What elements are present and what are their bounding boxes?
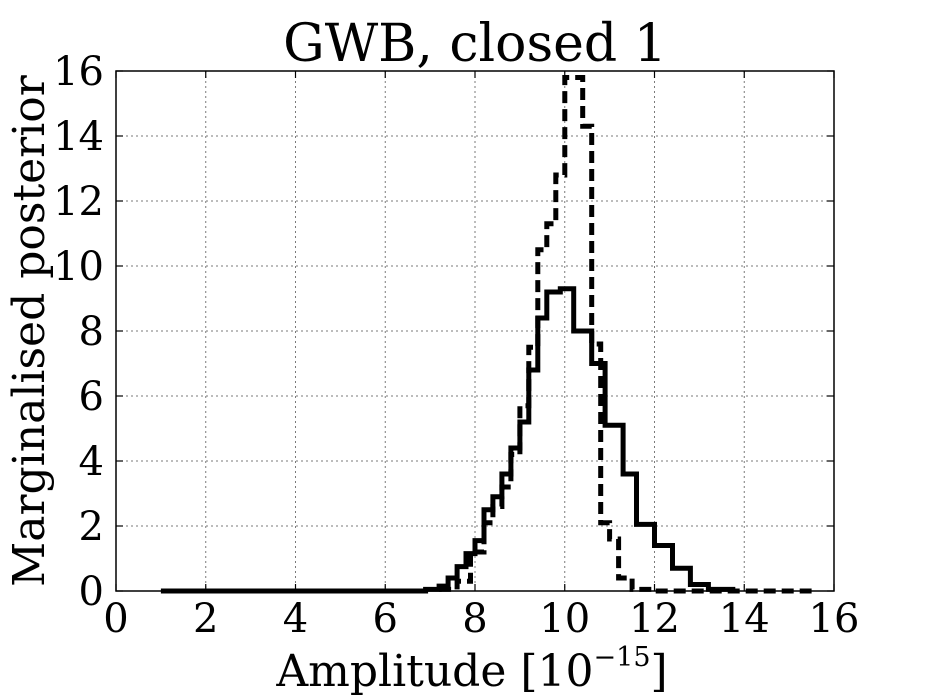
x-axis-label-close: ] (651, 646, 668, 696)
y-tick-label: 14 (53, 114, 104, 160)
labels-layer: 0 2 4 6 8 10 12 14 16 0 2 4 6 8 10 12 14 16 (53, 49, 859, 642)
x-tick-label: 6 (373, 596, 398, 642)
x-tick-label: 0 (103, 596, 128, 642)
solid-histogram-series (160, 286, 736, 594)
dashed-histogram-series (439, 75, 812, 594)
y-tick-label: 10 (53, 244, 104, 290)
y-tick-label: 6 (79, 374, 104, 420)
x-tick-label: 14 (719, 596, 770, 642)
x-tick-label: 12 (629, 596, 680, 642)
y-axis-label: Marginalised posterior (4, 74, 55, 587)
x-axis-label-exponent: −15 (594, 642, 651, 673)
x-tick-label: 8 (462, 596, 487, 642)
x-axis-label-text: Amplitude [10 (275, 646, 593, 696)
y-tick-label: 16 (53, 49, 104, 95)
x-tick-label: 2 (193, 596, 218, 642)
series-layer (160, 75, 812, 594)
x-tick-label: 16 (809, 596, 860, 642)
y-tick-label: 8 (79, 309, 104, 355)
x-tick-label: 4 (283, 596, 308, 642)
plot-frame (115, 70, 835, 592)
grid-layer (115, 70, 835, 592)
y-tick-label: 12 (53, 179, 104, 225)
chart-title: GWB, closed 1 (283, 14, 667, 74)
x-tick-label: 10 (539, 596, 590, 642)
y-tick-label: 2 (79, 504, 104, 550)
x-axis-label: Amplitude [10−15] (275, 642, 667, 696)
y-tick-label: 4 (79, 439, 104, 485)
y-tick-label: 0 (79, 569, 104, 615)
